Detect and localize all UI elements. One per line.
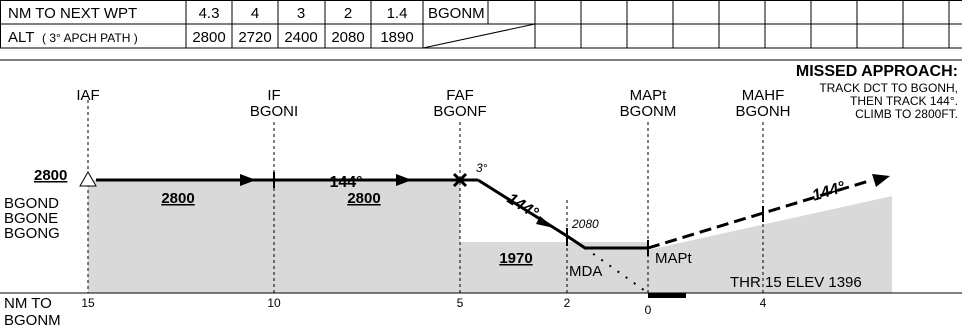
arrow xyxy=(536,216,554,228)
missed-line: CLIMB TO 2800FT. xyxy=(855,107,958,121)
fix-role: IAF xyxy=(76,87,99,104)
tick-label: 2 xyxy=(564,296,571,310)
cell: 2080 xyxy=(331,29,364,46)
cell: ( 3° APCH PATH ) xyxy=(42,31,138,45)
table-grid xyxy=(0,0,962,61)
axis: NM TO BGONM 15 10 5 2 0 4 xyxy=(4,295,767,329)
arrow xyxy=(240,174,256,186)
axis-title: BGONM xyxy=(4,312,61,329)
cell: 4 xyxy=(251,5,259,22)
missed-title: MISSED APPROACH: xyxy=(796,63,958,80)
cell: 2800 xyxy=(192,29,225,46)
cell: 1890 xyxy=(380,29,413,46)
track-label: 144° xyxy=(329,174,362,191)
tick-label: 4 xyxy=(760,296,767,310)
fix-labels: IAF IF BGONI FAF BGONF MAPt BGONM MAHF B… xyxy=(76,87,790,120)
fix-name: BGOND xyxy=(4,195,59,212)
axis-title: NM TO xyxy=(4,295,52,312)
fix-role: MAPt xyxy=(630,87,668,104)
cell: 1.4 xyxy=(387,5,408,22)
terrain xyxy=(88,180,892,293)
cell: ALT xyxy=(8,29,34,46)
arrow xyxy=(396,174,412,186)
tick-label: 5 xyxy=(457,296,464,310)
fix-name: BGONH xyxy=(735,103,790,120)
alt-label: 2800 xyxy=(347,190,380,207)
cell: 3 xyxy=(297,5,305,22)
fix-name: BGONI xyxy=(250,103,298,120)
missed-line: THEN TRACK 144°. xyxy=(850,94,958,108)
faf-cross xyxy=(452,172,468,188)
cell: 2720 xyxy=(238,29,271,46)
fix-name: BGONG xyxy=(4,225,60,242)
flight-path xyxy=(96,172,873,294)
mapt-label: MAPt xyxy=(655,250,693,267)
mda-label: MDA xyxy=(569,263,602,280)
missed-approach: MISSED APPROACH: TRACK DCT TO BGONH, THE… xyxy=(796,63,958,121)
cell: 4.3 xyxy=(199,5,220,22)
tick-label: 15 xyxy=(81,296,95,310)
alt-label: 2080 xyxy=(571,217,599,231)
missed-line: TRACK DCT TO BGONH, xyxy=(819,81,958,95)
alt-label: 2800 xyxy=(34,167,67,184)
cell: BGONM xyxy=(428,5,485,22)
fix-role: MAHF xyxy=(742,87,785,104)
cell: NM TO NEXT WPT xyxy=(8,5,137,22)
fix-role: IF xyxy=(267,87,280,104)
fix-role: FAF xyxy=(446,87,474,104)
runway xyxy=(648,293,686,298)
fix-name: BGONF xyxy=(433,103,486,120)
cell: 2 xyxy=(344,5,352,22)
angle-label: 3° xyxy=(476,161,488,175)
fix-name: BGONM xyxy=(620,103,677,120)
mda-value: 1970 xyxy=(499,250,532,267)
fix-name: BGONE xyxy=(4,210,58,227)
tick-label: 10 xyxy=(267,296,281,310)
iaf-triangle xyxy=(79,170,97,187)
alt-label: 2800 xyxy=(161,190,194,207)
profile-labels: 2800 BGOND BGONE BGONG 2800 144° 2800 3°… xyxy=(4,161,862,291)
table-text: NM TO NEXT WPT 4.3 4 3 2 1.4 BGONM ALT (… xyxy=(8,5,485,46)
cell: 2400 xyxy=(284,29,317,46)
threshold-label: THR 15 ELEV 1396 xyxy=(730,274,862,291)
arrow xyxy=(872,174,890,187)
tick-label: 0 xyxy=(645,303,652,317)
track-label: 144° xyxy=(810,179,847,205)
